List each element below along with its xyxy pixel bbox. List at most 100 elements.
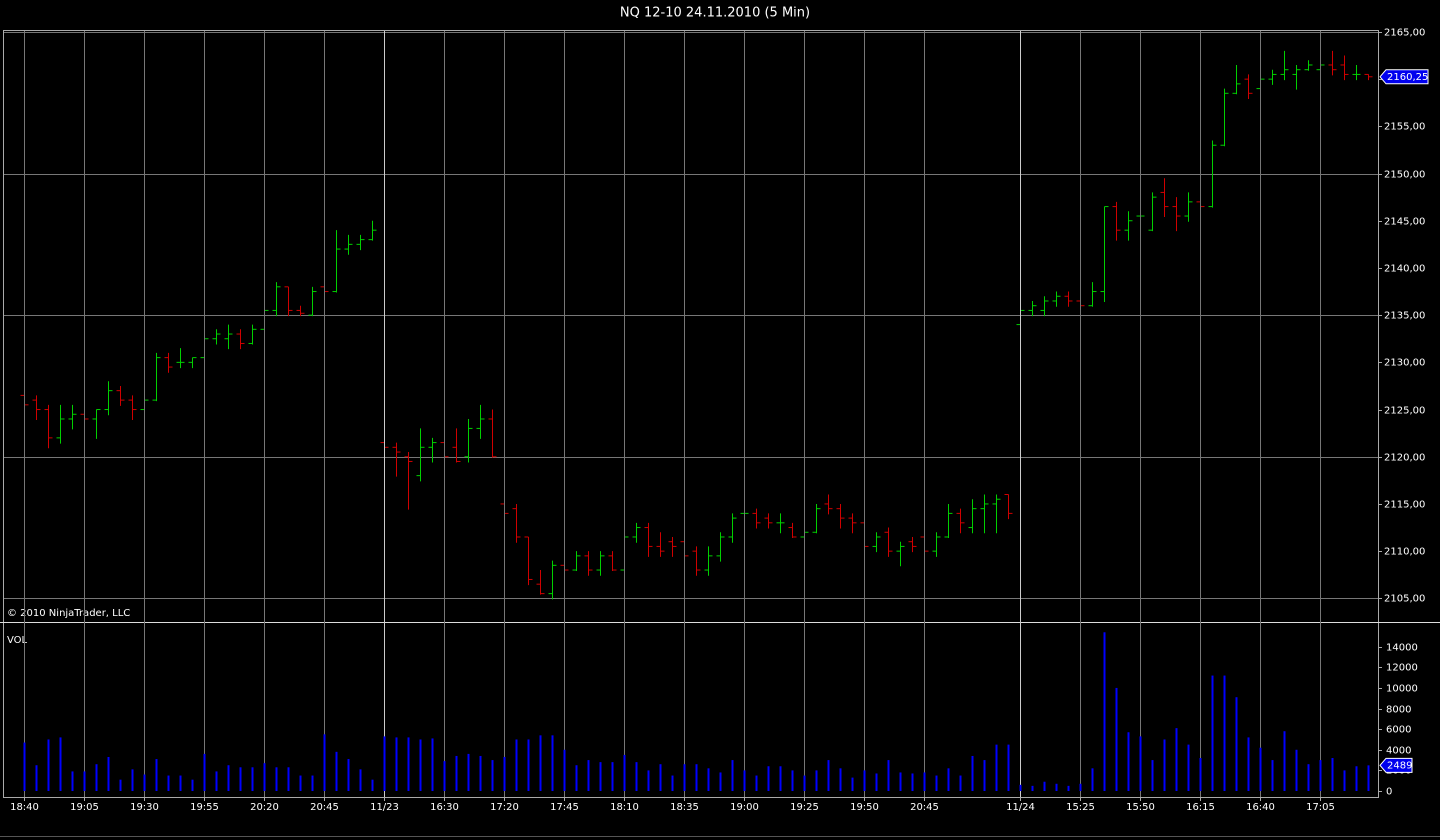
y-tick-label: 2125,00 [1384, 406, 1425, 417]
x-tick-label: 15:50 [1126, 802, 1155, 813]
y-tick-label: 2150,00 [1384, 170, 1425, 181]
y-tick-label: 2115,00 [1384, 500, 1425, 511]
volume-bar [239, 767, 242, 791]
x-tick-label: 16:15 [1186, 802, 1215, 813]
volume-bar [95, 764, 98, 791]
volume-bar [779, 766, 782, 791]
x-tick-label: 16:40 [1246, 802, 1275, 813]
volume-bar [143, 774, 146, 791]
volume-bar [1007, 744, 1010, 791]
volume-bar [743, 770, 746, 791]
volume-bar [1031, 785, 1034, 791]
x-tick-label: 11/23 [370, 802, 399, 813]
volume-bar [263, 763, 266, 791]
volume-bar [1307, 764, 1310, 791]
volume-bar [1175, 728, 1178, 791]
volume-bar [83, 771, 86, 791]
chart-title: NQ 12-10 24.11.2010 (5 Min) [620, 6, 810, 21]
x-tick-label: 19:00 [730, 802, 759, 813]
volume-bar [1139, 736, 1142, 791]
volume-bar [539, 735, 542, 791]
volume-bar [1367, 765, 1370, 791]
volume-bar [623, 754, 626, 791]
volume-bar [431, 738, 434, 791]
volume-bar [1091, 768, 1094, 791]
y-tick-label: 4000 [1386, 746, 1411, 757]
y-tick-label: 2130,00 [1384, 358, 1425, 369]
x-tick-label: 18:35 [670, 802, 699, 813]
x-tick-label: 19:05 [70, 802, 99, 813]
volume-bar [1079, 783, 1082, 791]
volume-bar [395, 737, 398, 791]
volume-bar [59, 737, 62, 791]
last-volume-label: 2489 [1387, 760, 1412, 771]
volume-bar [635, 762, 638, 791]
volume-bar [491, 760, 494, 791]
y-tick-label: 2105,00 [1384, 594, 1425, 605]
volume-bar [443, 761, 446, 791]
volume-bar [35, 765, 38, 791]
volume-bar [707, 768, 710, 791]
volume-bar [455, 755, 458, 791]
volume-bar [1055, 783, 1058, 791]
volume-bar [851, 777, 854, 791]
volume-bar [983, 760, 986, 791]
last-price-marker [1379, 69, 1429, 85]
volume-bar [755, 775, 758, 791]
y-tick-label: 2140,00 [1384, 264, 1425, 275]
plot-border [3, 30, 1379, 798]
volume-bar [923, 772, 926, 791]
volume-bar [503, 756, 506, 791]
volume-bar [191, 779, 194, 791]
volume-bar [959, 775, 962, 791]
volume-bar [575, 765, 578, 791]
y-tick-label: 2135,00 [1384, 311, 1425, 322]
volume-bar [935, 775, 938, 791]
volume-bar [371, 779, 374, 791]
x-tick-label: 18:10 [610, 802, 639, 813]
volume-bar [815, 770, 818, 791]
volume-label: VOL [7, 635, 28, 646]
volume-bar [647, 770, 650, 791]
volume-bar [1115, 687, 1118, 791]
volume-bar [335, 751, 338, 791]
volume-bar [1163, 739, 1166, 791]
volume-bar [1247, 737, 1250, 791]
volume-bar [863, 770, 866, 791]
x-tick-label: 18:40 [10, 802, 39, 813]
volume-bar [419, 739, 422, 791]
volume-bar [1019, 784, 1022, 791]
volume-bar [683, 764, 686, 791]
y-tick-label: 14000 [1386, 643, 1418, 654]
x-tick-label: 11/24 [1006, 802, 1035, 813]
volume-bar [995, 744, 998, 791]
volume-bar [71, 771, 74, 791]
volume-bar [1127, 732, 1130, 791]
volume-bar [287, 767, 290, 791]
y-tick-label: 2155,00 [1384, 122, 1425, 133]
volume-bar [275, 767, 278, 791]
x-tick-label: 20:45 [310, 802, 339, 813]
x-tick-label: 19:25 [790, 802, 819, 813]
volume-bar [899, 772, 902, 791]
volume-bar [551, 735, 554, 791]
volume-bar [47, 739, 50, 791]
volume-bar [671, 775, 674, 791]
volume-bar [1355, 766, 1358, 791]
volume-bar [839, 768, 842, 791]
x-tick-label: 20:20 [250, 802, 279, 813]
volume-bar [1043, 781, 1046, 791]
y-tick-label: 8000 [1386, 705, 1411, 716]
volume-bar [911, 773, 914, 791]
volume-bar [659, 764, 662, 791]
volume-bar [527, 739, 530, 791]
volume-bar [227, 765, 230, 791]
volume-bar [1223, 675, 1226, 791]
volume-bar [1283, 731, 1286, 791]
volume-bar [1343, 770, 1346, 791]
y-tick-label: 2165,00 [1384, 28, 1425, 39]
y-tick-label: 2120,00 [1384, 453, 1425, 464]
volume-bar [1271, 760, 1274, 791]
y-tick-label: 10000 [1386, 684, 1418, 695]
